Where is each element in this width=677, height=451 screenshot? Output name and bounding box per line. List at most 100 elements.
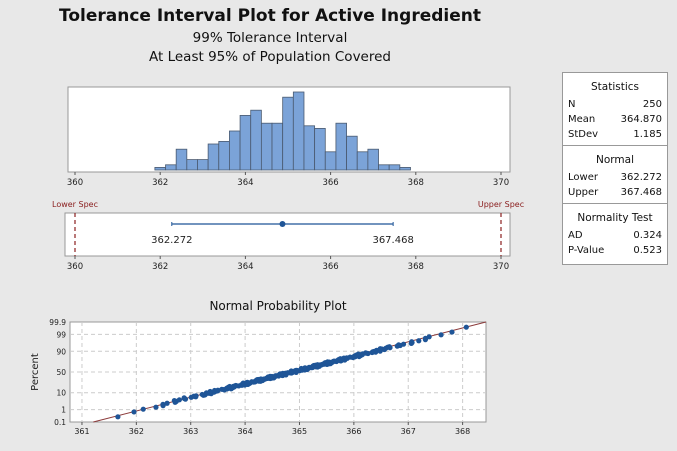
interval-tick-label: 366 [322, 262, 338, 272]
interval-tick-label: 362 [152, 262, 168, 272]
probability-point [449, 329, 455, 335]
histogram-tick-label: 368 [408, 178, 424, 188]
stat-value: 364.870 [620, 114, 662, 125]
probability-point [324, 359, 331, 365]
interval-tick-label: 370 [493, 262, 509, 272]
histogram-tick-label: 370 [493, 178, 509, 188]
probability-point [115, 414, 121, 420]
histogram-bar [229, 130, 241, 171]
stat-value: 1.185 [633, 129, 662, 140]
probability-point [314, 362, 321, 368]
probability-point [171, 397, 177, 404]
histogram-bar [239, 115, 252, 171]
histogram-bar [335, 122, 347, 171]
histogram-tick-label: 364 [237, 178, 253, 188]
statistics-heading: Statistics [591, 81, 639, 93]
histogram-tick-label: 366 [322, 178, 338, 188]
probability-x-tick-label: 364 [237, 427, 252, 436]
histogram-bar [250, 109, 262, 171]
stat-row: Upper 367.468 [568, 185, 662, 200]
stat-value: 0.523 [633, 245, 662, 256]
probability-point [396, 342, 402, 348]
histogram-bar [218, 140, 230, 171]
probability-y-tick-label: 99.9 [49, 318, 66, 327]
probability-point [426, 334, 432, 340]
probability-x-tick-label: 362 [129, 427, 144, 436]
chart-title: Tolerance Interval Plot for Active Ingre… [59, 6, 481, 26]
chart-subtitle-coverage: At Least 95% of Population Covered [149, 49, 391, 65]
probability-point [347, 354, 353, 360]
probability-point [409, 339, 415, 345]
probability-point [176, 397, 182, 403]
stat-label: Lower [568, 172, 598, 183]
interval-upper-label: 367.468 [372, 235, 413, 246]
probability-point [355, 351, 361, 357]
probability-point [244, 379, 251, 385]
stat-value: 362.272 [620, 172, 662, 183]
normal-heading: Normal [596, 154, 634, 166]
histogram-bar [292, 91, 305, 171]
probability-point [463, 324, 469, 330]
mean-point [279, 221, 286, 227]
statistics-panel: Statistics N 250 Mean 364.870 StDev 1.185 N… [562, 72, 668, 265]
histogram-bar [367, 148, 379, 171]
probability-point [386, 344, 392, 350]
histogram-bar [154, 166, 166, 171]
interval-lower-label: 362.272 [151, 235, 192, 246]
probability-point [160, 401, 166, 407]
stat-label: Upper [568, 187, 599, 198]
probability-point [140, 406, 146, 412]
histogram-bar [271, 122, 284, 171]
probability-y-tick-label: 1 [61, 406, 66, 415]
stat-value: 250 [642, 99, 662, 110]
histogram-bar [186, 159, 198, 171]
probability-point [193, 393, 199, 399]
histogram-tick-label: 360 [67, 178, 83, 188]
probability-point [207, 388, 213, 395]
probability-x-tick-label: 361 [74, 427, 89, 436]
stat-label: P-Value [568, 245, 605, 256]
probability-y-tick-label: 99 [56, 330, 66, 339]
histogram-bar [303, 125, 316, 171]
histogram-bar [314, 127, 326, 171]
histogram-bar [260, 122, 273, 171]
stat-label: AD [568, 230, 583, 241]
lower-spec-label: Lower Spec [52, 200, 98, 209]
probability-x-tick-label: 367 [401, 427, 416, 436]
probability-point [377, 346, 383, 352]
probability-y-tick-label: 50 [56, 368, 66, 377]
probability-point [400, 341, 407, 347]
probability-point [258, 376, 264, 382]
probability-point [233, 382, 239, 389]
normal-section: Normal Lower 362.272 Upper 367.468 [563, 146, 667, 204]
stat-label: Mean [568, 114, 596, 125]
histogram-bar [282, 96, 294, 171]
stat-row: AD 0.324 [568, 228, 662, 243]
probability-point [227, 383, 233, 390]
interval-tick-label: 360 [67, 262, 83, 272]
stat-label: N [568, 99, 576, 110]
histogram-bar [388, 164, 401, 171]
probability-point [288, 368, 294, 374]
histogram-bar [399, 166, 411, 171]
probability-y-axis-label: Percent [30, 353, 41, 391]
chart-subtitle: 99% Tolerance Interval [192, 30, 348, 46]
statistics-section: Statistics N 250 Mean 364.870 StDev 1.185 [563, 73, 667, 146]
stat-value: 367.468 [620, 187, 662, 198]
probability-point [363, 350, 369, 356]
probability-x-tick-label: 368 [455, 427, 470, 436]
stat-row: N 250 [568, 97, 662, 112]
histogram-bar [175, 148, 188, 171]
stat-row: Lower 362.272 [568, 170, 662, 185]
stat-value: 0.324 [633, 230, 662, 241]
histogram-tick-label: 362 [152, 178, 168, 188]
probability-point [153, 404, 159, 410]
histogram-bar [197, 159, 209, 171]
probability-y-tick-label: 0.1 [54, 418, 66, 427]
histogram-bar [324, 151, 337, 171]
probability-point [164, 400, 170, 406]
probability-point [267, 373, 273, 379]
probability-point [219, 386, 225, 392]
normality-test-section: Normality Test AD 0.324 P-Value 0.523 [563, 204, 667, 261]
probability-plot-title: Normal Probability Plot [209, 299, 346, 313]
